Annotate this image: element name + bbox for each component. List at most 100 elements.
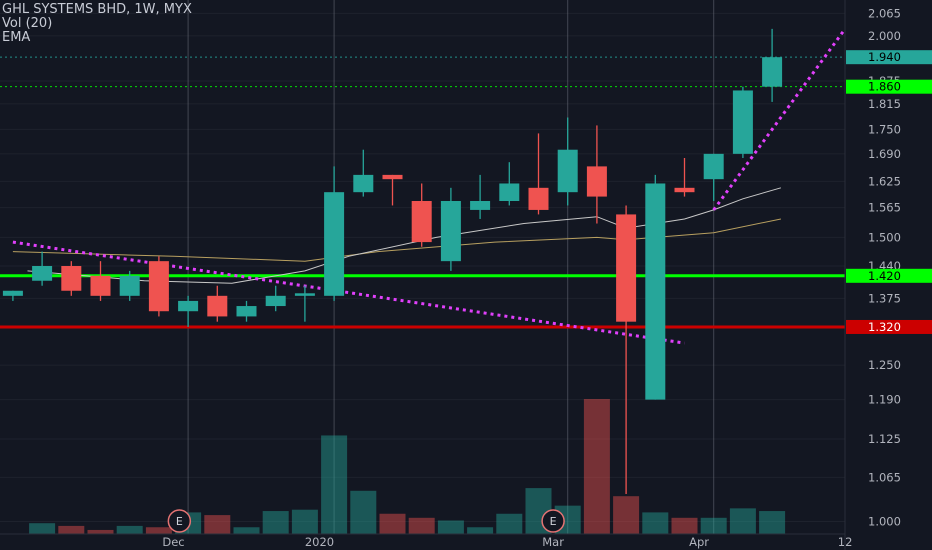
volume-bar [437,520,464,534]
trendline [12,240,685,345]
volume-bar [642,512,669,534]
price-tick-label: 1.190 [868,393,901,407]
earnings-marker-label: E [550,515,557,528]
volume-bar [379,513,406,534]
earnings-marker-icon [167,509,192,533]
price-tick-label: 1.625 [868,174,901,188]
trendline [712,27,847,211]
candlestick [586,125,607,224]
candle-body [703,153,724,180]
candle-body [440,200,461,262]
price-tag-label: 1.860 [868,80,901,94]
candle-body [470,200,491,210]
ema-indicator-label[interactable]: EMA [2,30,31,45]
price-tag: 1.420 [846,268,932,283]
horizontal-levels [0,56,845,329]
candle-body [586,166,607,197]
candle-body [353,174,374,193]
volume-bar [116,525,143,534]
candlestick [265,285,286,312]
price-tick-label: 1.250 [868,358,901,372]
candle-body [119,275,140,296]
volume-bar [145,527,172,534]
price-tick-label: 2.000 [868,29,901,43]
time-tick-label: 12 [838,535,853,549]
volume-bar [583,399,610,534]
time-axis: Dec 2020 Mar Apr 12 [162,535,852,549]
candlestick [499,162,520,206]
candlestick [119,270,140,301]
candlestick [353,149,374,197]
candle-body [382,174,403,180]
volume-bar [467,527,494,534]
chart-legend: GHL SYSTEMS BHD, 1W, MYX Vol (20) EMA [2,3,192,45]
candle-body [762,57,783,87]
candle-body [265,295,286,307]
volume-bar [204,515,231,534]
volume-bar [321,435,348,534]
volume-bar [87,529,114,534]
price-tick-label: 1.065 [868,470,901,484]
price-tag: 1.320 [846,319,932,334]
price-tick-label: 2.065 [868,6,901,20]
candle-body [90,275,111,296]
candle-body [528,187,549,210]
candlestick [324,166,345,301]
price-tick-label: 1.000 [868,514,901,528]
volume-bar [671,517,698,534]
candle-body [557,149,578,193]
symbol-title[interactable]: GHL SYSTEMS BHD, 1W, MYX [2,2,192,17]
volume-bar [759,511,786,534]
price-tag: 1.940 [846,50,932,65]
candlestick [762,28,783,102]
price-tick-label: 1.565 [868,201,901,215]
price-tag-background [846,79,932,94]
candle-body [32,266,53,281]
price-tag: 1.860 [846,79,932,94]
candlestick [61,261,82,296]
candlestick [90,261,111,301]
candlestick [470,174,491,219]
price-tick-label: 1.815 [868,97,901,111]
candle-body [61,266,82,291]
candlestick [703,153,724,201]
earnings-marker-icon [541,509,565,533]
price-tick-label: 1.690 [868,147,901,161]
ma-line [12,218,781,262]
trendlines [12,27,847,345]
volume-bar [262,511,289,534]
price-tag-background [846,268,932,283]
time-tick-label: Apr [689,535,709,549]
candle-body [616,214,637,322]
volume-bars [29,399,786,534]
candle-body [178,300,199,312]
candlestick [557,117,578,206]
volume-bar [350,490,377,534]
volume-bar [613,496,640,534]
time-tick-label: Mar [542,535,564,549]
candlestick [2,290,23,301]
candlestick [178,295,199,327]
price-tag-background [846,50,932,65]
volume-bar [700,517,727,534]
price-tick-label: 1.125 [868,432,901,446]
candlestick [382,174,403,206]
volume-indicator-label[interactable]: Vol (20) [2,16,53,31]
candlestick [440,187,461,271]
candle-body [645,183,666,400]
price-tick-label: 1.500 [868,230,901,244]
price-tick-label: 1.750 [868,122,901,136]
candle-body [207,295,228,317]
candle-body [411,200,432,243]
grid [0,12,845,522]
candlestick [148,256,169,317]
volume-bar [291,509,318,534]
earnings-marker-label: E [176,515,183,528]
candle-body [148,261,169,312]
candlestick [528,133,549,215]
price-tag-label: 1.320 [868,320,901,334]
candlestick [207,285,228,322]
candle-body [732,90,753,154]
